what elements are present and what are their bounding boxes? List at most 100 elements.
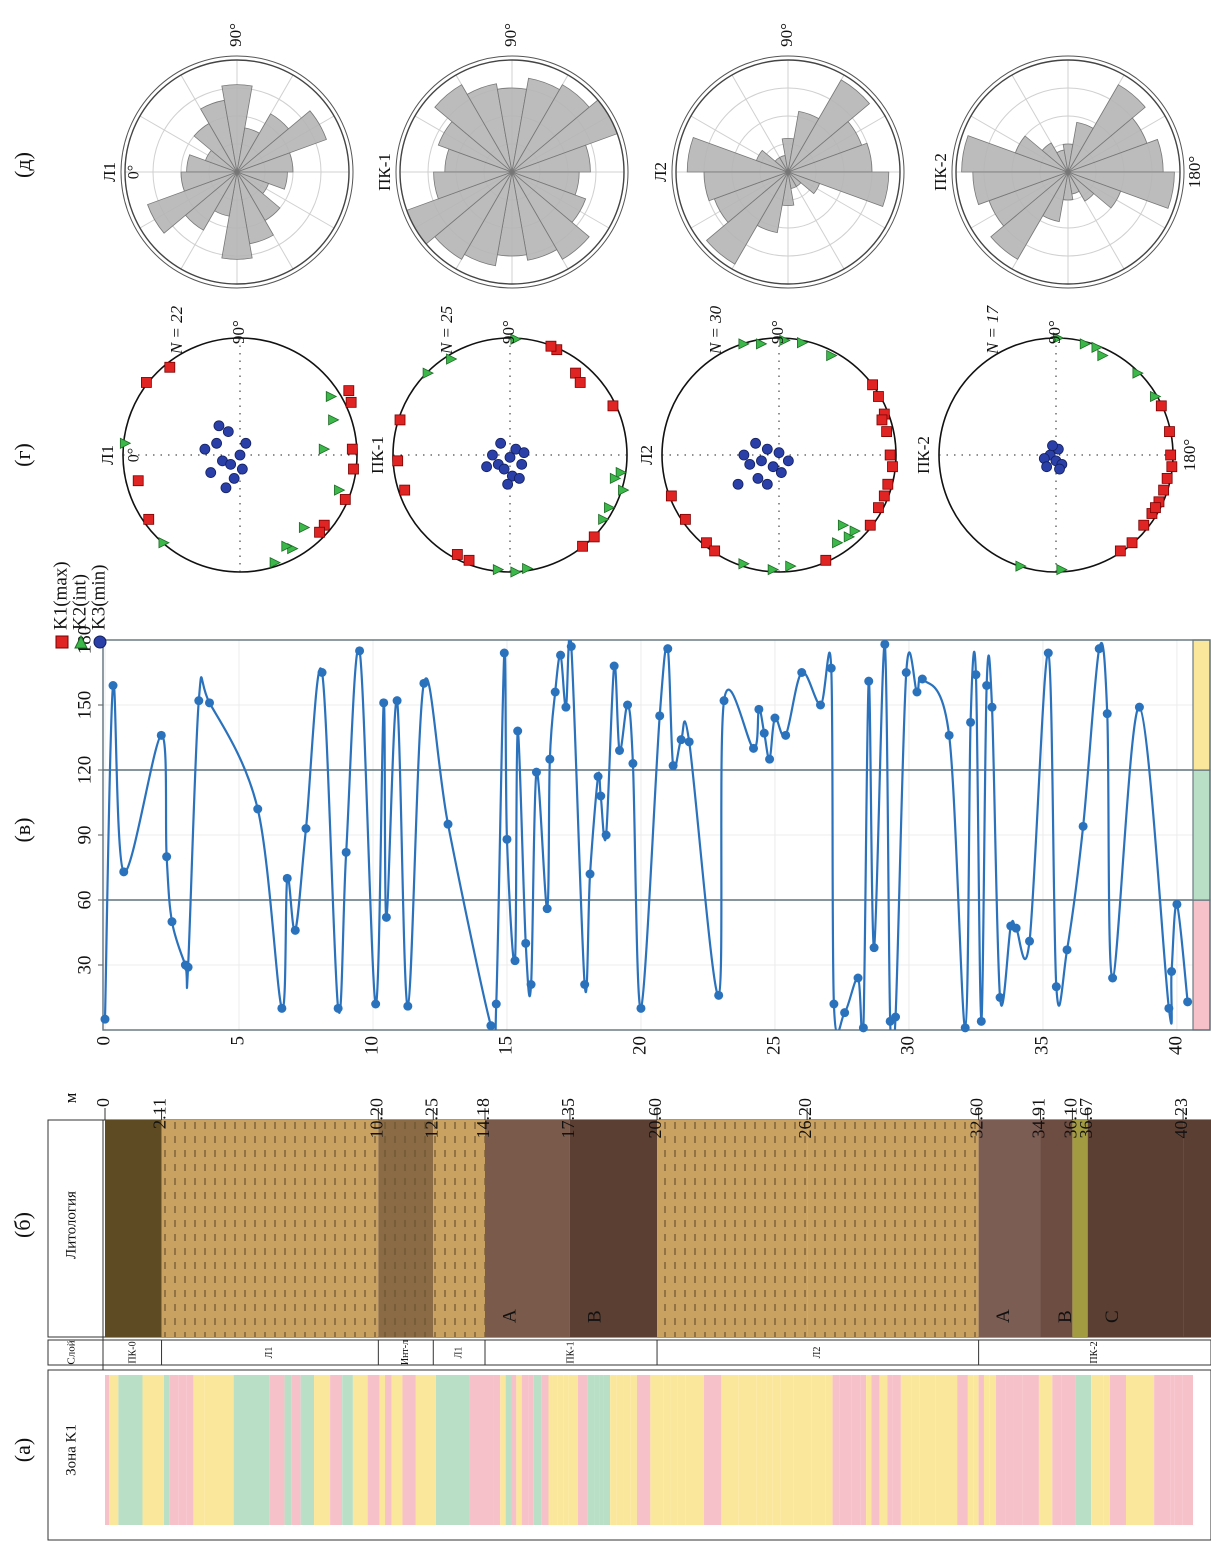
zone-segment: [978, 1375, 984, 1525]
k2-point: [1052, 332, 1065, 344]
data-point: [290, 925, 300, 935]
zone-segment: [983, 1375, 990, 1525]
data-point: [167, 917, 177, 927]
k1-point: [701, 537, 712, 549]
zone-segment: [1109, 1375, 1127, 1525]
k2-point: [779, 334, 791, 346]
legend-symbol: [93, 635, 107, 649]
zone-segment: [505, 1375, 511, 1525]
data-point: [392, 696, 402, 706]
zone-segment: [563, 1375, 569, 1525]
k1-point: [876, 414, 888, 426]
k1-point: [709, 545, 721, 557]
k1-point: [140, 377, 152, 388]
zone-segment: [670, 1375, 678, 1525]
rose-petal: [1067, 171, 1095, 202]
zone-segment: [1061, 1375, 1076, 1525]
zone-segment: [703, 1375, 722, 1525]
data-point: [765, 754, 775, 764]
legend-label: K2(int): [69, 574, 90, 630]
rose-petal: [1067, 84, 1146, 173]
zone-segment: [772, 1375, 781, 1525]
unit-label: B: [1055, 1310, 1076, 1323]
data-point: [531, 767, 541, 777]
zone-segment: [879, 1375, 888, 1525]
lithology-unit: [484, 1120, 570, 1337]
rose-petal: [961, 135, 1069, 173]
boundary-label: 17.35: [558, 1098, 578, 1139]
n-label: N = 25: [437, 306, 456, 355]
lithology-unit: [1072, 1120, 1088, 1337]
data-point: [840, 1008, 850, 1018]
panel-label: (г): [10, 443, 35, 467]
data-point: [333, 1003, 343, 1013]
k2-point: [738, 338, 750, 350]
zone-segment: [935, 1375, 958, 1525]
k2-point: [1079, 338, 1092, 350]
k1-point: [881, 426, 893, 438]
data-point: [987, 702, 997, 712]
zone-segment: [616, 1375, 624, 1525]
boundary-label: 14.18: [473, 1098, 493, 1139]
zone-segment: [1091, 1375, 1104, 1525]
rose-petal: [1014, 135, 1069, 173]
boundary-label: 36.10: [1061, 1098, 1081, 1139]
k1-point: [577, 540, 588, 552]
k2-point: [1015, 560, 1027, 572]
k2-point: [119, 437, 132, 449]
zone-segment: [1154, 1375, 1171, 1525]
layer-name: Л2: [812, 1347, 823, 1359]
unit-label: A: [993, 1309, 1014, 1323]
rose-petal: [787, 171, 821, 195]
zone-segment: [957, 1375, 968, 1525]
rose-label: ПК-2: [931, 153, 950, 191]
k2-point: [298, 521, 311, 534]
k2-point: [318, 443, 331, 455]
k3-point: [782, 455, 794, 467]
zone-segment: [169, 1375, 179, 1525]
zone-segment: [1038, 1375, 1053, 1525]
k2-point: [738, 558, 750, 570]
zone-segment: [685, 1375, 704, 1525]
data-point: [513, 726, 523, 736]
zone-segment: [866, 1375, 872, 1525]
data-point: [917, 674, 927, 684]
data-point: [982, 681, 992, 690]
data-point: [1102, 709, 1112, 719]
zone-segment: [142, 1375, 164, 1525]
k2-point: [826, 349, 838, 362]
data-point: [317, 668, 327, 677]
k3-point: [228, 472, 240, 484]
y-tick-label: 120: [74, 756, 95, 785]
boundary-label: 36.67: [1076, 1098, 1096, 1139]
k3-point: [752, 472, 764, 484]
zone-segment: [415, 1375, 436, 1525]
k1-point: [346, 443, 358, 455]
k3-point: [504, 451, 516, 463]
k3-point: [498, 463, 510, 475]
k1-point: [1165, 449, 1177, 461]
layer-name: Л1: [453, 1347, 464, 1359]
series-line: [103, 640, 1189, 1030]
zone-segment: [594, 1375, 600, 1525]
zone-segment: [839, 1375, 852, 1525]
boundary-label: 2.11: [150, 1098, 170, 1129]
x-tick-label: 0: [93, 1036, 114, 1046]
data-point: [615, 746, 625, 755]
k2-point: [269, 556, 281, 569]
angle-label: 90°: [768, 320, 787, 344]
data-point: [443, 819, 453, 829]
k1-point: [1114, 545, 1126, 557]
k1-point: [1164, 426, 1175, 438]
k1-point: [873, 502, 884, 514]
panel-label: (б): [10, 1212, 35, 1238]
boundary-label: 12.25: [421, 1098, 441, 1139]
rose-petal: [990, 171, 1069, 260]
data-point: [499, 648, 509, 658]
data-point: [486, 1021, 496, 1031]
rose-frame: [124, 59, 350, 285]
zone-segment: [677, 1375, 686, 1525]
k3-point: [220, 482, 232, 494]
x-tick-label: 30: [897, 1036, 918, 1055]
data-point: [381, 912, 391, 922]
